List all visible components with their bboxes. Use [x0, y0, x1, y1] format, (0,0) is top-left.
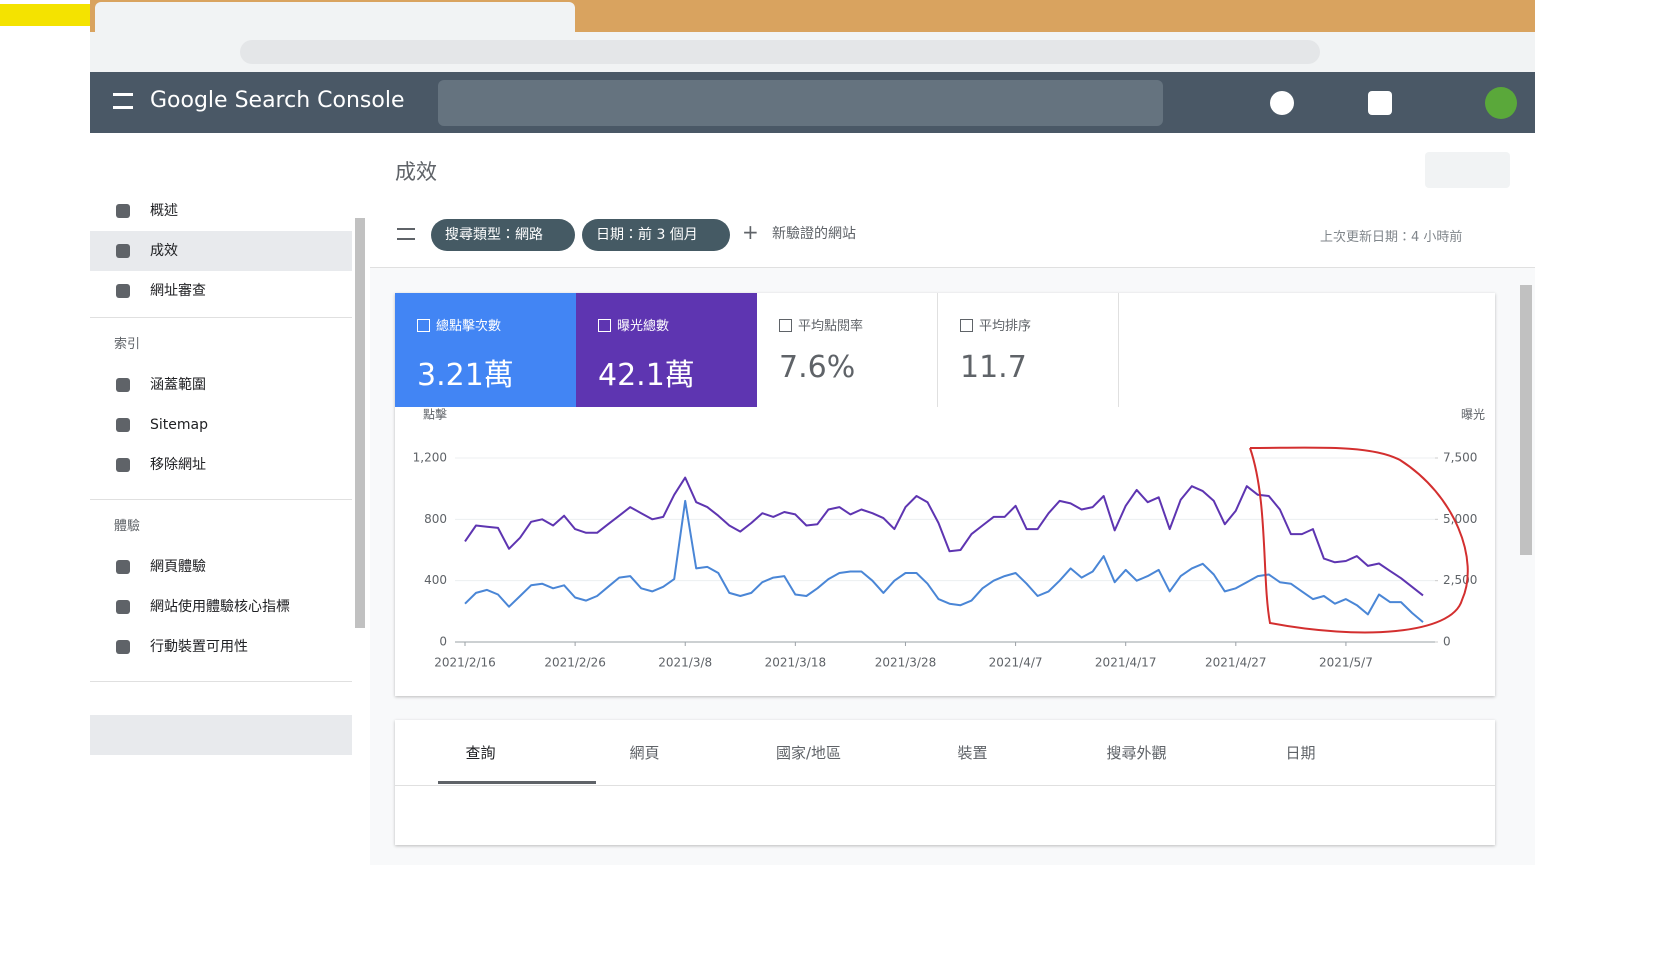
- nav-item[interactable]: 移除網址: [90, 445, 352, 485]
- tab[interactable]: 日期: [1285, 744, 1316, 762]
- chart: 點擊 曝光04008001,20002,5005,0007,5002021/2/1…: [413, 407, 1485, 670]
- tab[interactable]: 裝置: [957, 744, 988, 762]
- nav-icon: [116, 378, 130, 392]
- metric-card[interactable]: 平均點閱率 7.6%: [757, 293, 938, 407]
- nav-label: 行動裝置可用性: [150, 639, 248, 655]
- nav-item[interactable]: 網頁體驗: [90, 547, 352, 587]
- series-line: [464, 499, 1424, 623]
- annotation-layer: [1249, 446, 1469, 634]
- notification-icon[interactable]: [1368, 91, 1392, 115]
- metric-label: 總點擊次數: [436, 319, 502, 334]
- tab[interactable]: 查詢: [465, 744, 496, 762]
- nav-icon: [116, 600, 130, 614]
- y-tick-label: 0: [439, 635, 447, 649]
- add-icon: +: [742, 220, 759, 244]
- nav-label: 移除網址: [150, 457, 206, 473]
- x-tick-label: 2021/2/16: [434, 656, 496, 670]
- last-updated: 上次更新日期：4 小時前: [1320, 230, 1463, 245]
- browser-tab-mark: [0, 4, 90, 26]
- nav-item[interactable]: 成效: [90, 231, 352, 271]
- y2-axis-title: 曝光: [1461, 408, 1485, 422]
- app-title: Google Search Console: [150, 88, 405, 113]
- y-tick-label: 400: [424, 573, 447, 587]
- menu-icon[interactable]: [113, 93, 133, 109]
- metric-label: 平均排序: [979, 319, 1032, 334]
- tab[interactable]: 國家/地區: [775, 744, 842, 762]
- nav-item[interactable]: Sitemap: [90, 405, 352, 445]
- x-tick-label: 2021/2/26: [544, 656, 606, 670]
- metric-value: 42.1萬: [598, 358, 695, 393]
- page-title: 成效: [395, 160, 437, 184]
- x-tick-label: 2021/4/17: [1095, 656, 1157, 670]
- metric-value: 11.7: [960, 350, 1027, 385]
- y2-tick-label: 0: [1443, 635, 1451, 649]
- tab-indicator: [438, 781, 596, 784]
- metric-value: 7.6%: [779, 350, 856, 385]
- section-title: 索引: [114, 337, 141, 352]
- nav-icon: [116, 418, 130, 432]
- tab-divider: [395, 785, 1495, 786]
- divider: [90, 317, 352, 318]
- series-line: [464, 476, 1424, 597]
- y-tick-label: 800: [424, 512, 447, 526]
- metric-value: 3.21萬: [417, 358, 514, 393]
- x-tick-label: 2021/3/18: [765, 656, 827, 670]
- metric-card[interactable]: 總點擊次數 3.21萬: [395, 293, 576, 407]
- help-icon[interactable]: [1270, 91, 1294, 115]
- main-scrollbar: [1520, 285, 1532, 555]
- x-tick-label: 2021/3/8: [658, 656, 712, 670]
- filter-chip[interactable]: 日期：前 3 個月: [582, 219, 730, 251]
- metric-card[interactable]: 平均排序 11.7: [938, 293, 1119, 407]
- search-box[interactable]: [438, 80, 1163, 126]
- filter-chip[interactable]: 搜尋類型：網路: [431, 219, 575, 251]
- nav-icon: [116, 458, 130, 472]
- metric-label: 平均點閱率: [798, 319, 864, 334]
- nav-label: 成效: [150, 243, 178, 259]
- nav-label: Sitemap: [150, 417, 208, 433]
- sidebar: 概述成效網址審查索引涵蓋範圍 Sitemap 移除網址體驗網頁體驗網站使用體驗核心指…: [90, 133, 371, 865]
- sidebar-scrollbar: [355, 218, 365, 628]
- nav-label: 概述: [150, 203, 178, 219]
- metric-label: 曝光總數: [617, 319, 670, 334]
- filter-icon[interactable]: [397, 228, 415, 240]
- nav-icon: [116, 244, 130, 258]
- y2-tick-label: 2,500: [1443, 573, 1477, 587]
- nav-label: 網站使用體驗核心指標: [150, 599, 290, 615]
- nav-icon: [116, 560, 130, 574]
- divider: [90, 499, 352, 500]
- nav-icon: [116, 204, 130, 218]
- nav-item[interactable]: 概述: [90, 191, 352, 231]
- section-title: 體驗: [114, 519, 141, 534]
- x-tick-label: 2021/3/28: [875, 656, 937, 670]
- export-button[interactable]: [1425, 152, 1510, 188]
- nav-icon: [116, 640, 130, 654]
- nav-label: 網頁體驗: [150, 559, 206, 575]
- red-circle-annotation: [1249, 446, 1469, 634]
- divider: [90, 681, 352, 682]
- x-tick-label: 2021/4/27: [1205, 656, 1267, 670]
- title-bar: [370, 133, 1535, 204]
- x-tick-label: 2021/4/7: [989, 656, 1043, 670]
- nav-icon: [116, 284, 130, 298]
- nav-item[interactable]: 行動裝置可用性: [90, 627, 352, 667]
- y-tick-label: 1,200: [413, 451, 447, 465]
- avatar[interactable]: [1485, 87, 1517, 119]
- nav-item[interactable]: 網址審查: [90, 271, 352, 311]
- y2-tick-label: 7,500: [1443, 451, 1477, 465]
- metric-card[interactable]: 曝光總數 42.1萬: [576, 293, 757, 407]
- nav-item[interactable]: [90, 715, 352, 755]
- add-filter[interactable]: 新驗證的網站: [772, 226, 856, 242]
- url-field[interactable]: [240, 40, 1320, 64]
- nav-item[interactable]: 網站使用體驗核心指標: [90, 587, 352, 627]
- x-tick-label: 2021/5/7: [1319, 656, 1373, 670]
- browser-tab[interactable]: [95, 2, 575, 32]
- nav-item[interactable]: 涵蓋範圍: [90, 365, 352, 405]
- nav-label: 網址審查: [150, 283, 206, 299]
- y-axis-title: 點擊: [423, 407, 447, 422]
- nav-label: 涵蓋範圍: [150, 377, 206, 393]
- tab[interactable]: 網頁: [629, 744, 660, 762]
- tab[interactable]: 搜尋外觀: [1106, 744, 1167, 762]
